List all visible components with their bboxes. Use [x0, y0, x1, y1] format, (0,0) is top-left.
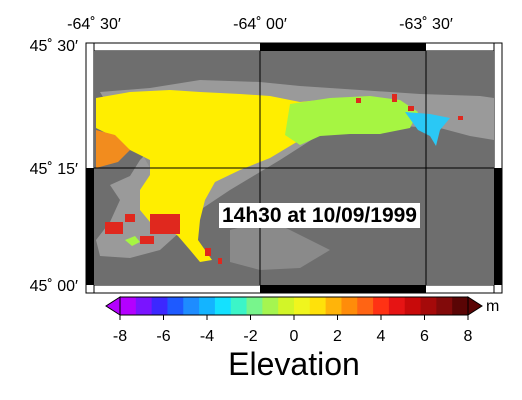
bottom-frame-black-segment [260, 285, 426, 293]
western-dry-flats [96, 130, 130, 168]
colorbar-tick-label: 0 [289, 328, 299, 345]
colorbar-title: Elevation [228, 346, 360, 382]
colorbar-tick-label: -8 [112, 328, 128, 345]
longitude-label: -64˚ 30′ [67, 16, 121, 33]
colorbar-tick-label: 2 [333, 328, 342, 345]
colorbar-swatch [436, 297, 453, 315]
colorbar-swatch [199, 297, 216, 315]
colorbar-swatch [278, 297, 295, 315]
colorbar-swatch [183, 297, 200, 315]
colorbar-unit: m [486, 298, 500, 315]
colorbar-swatch [294, 297, 311, 315]
latitude-label: 45˚ 00′ [29, 278, 78, 295]
longitude-label: -64˚ 00′ [233, 16, 287, 33]
longitude-label: -63˚ 30′ [399, 16, 453, 33]
colorbar-max-arrow [467, 296, 483, 316]
colorbar-swatch [357, 297, 374, 315]
colorbar-swatch [325, 297, 342, 315]
left-frame-black-segment [86, 168, 94, 285]
colorbar-swatch [246, 297, 263, 315]
colorbar-swatch [341, 297, 358, 315]
timestamp-label: 14h30 at 10/09/1999 [219, 203, 420, 228]
colorbar-tick-label: -4 [199, 328, 215, 345]
colorbar-swatch [452, 297, 469, 315]
channel-water-mid [285, 96, 418, 145]
colorbar-swatch [309, 297, 327, 315]
graticule [94, 51, 494, 285]
colorbar-swatch [120, 297, 137, 315]
colorbar-swatch [151, 297, 168, 315]
colorbar-tick-label: -6 [156, 328, 171, 345]
colorbar-tick-label: 4 [376, 328, 386, 345]
colorbar-swatch [404, 297, 422, 315]
colorbar-swatch [167, 297, 184, 315]
colorbar-swatch [262, 297, 279, 315]
colorbar-tick-label: 6 [420, 328, 429, 345]
colorbar-swatch [388, 297, 406, 315]
channel-water-low [405, 112, 450, 146]
top-frame-black-segment [260, 43, 426, 51]
red-spots [105, 94, 463, 264]
colorbar-min-arrow [105, 296, 121, 316]
latitude-label: 45˚ 15′ [29, 161, 78, 178]
colorbar [105, 296, 483, 320]
colorbar-swatch [420, 297, 437, 315]
green-spot [125, 236, 140, 246]
right-frame-black-segment [494, 168, 502, 285]
colorbar-swatch [214, 297, 232, 315]
colorbar-swatch [230, 297, 248, 315]
latitude-label: 45˚ 30′ [29, 38, 78, 55]
southern-relief [230, 220, 330, 270]
colorbar-swatch [373, 297, 390, 315]
colorbar-tick-label: -2 [243, 328, 258, 345]
colorbar-swatch [135, 297, 153, 315]
colorbar-tick-label: 8 [463, 328, 473, 345]
